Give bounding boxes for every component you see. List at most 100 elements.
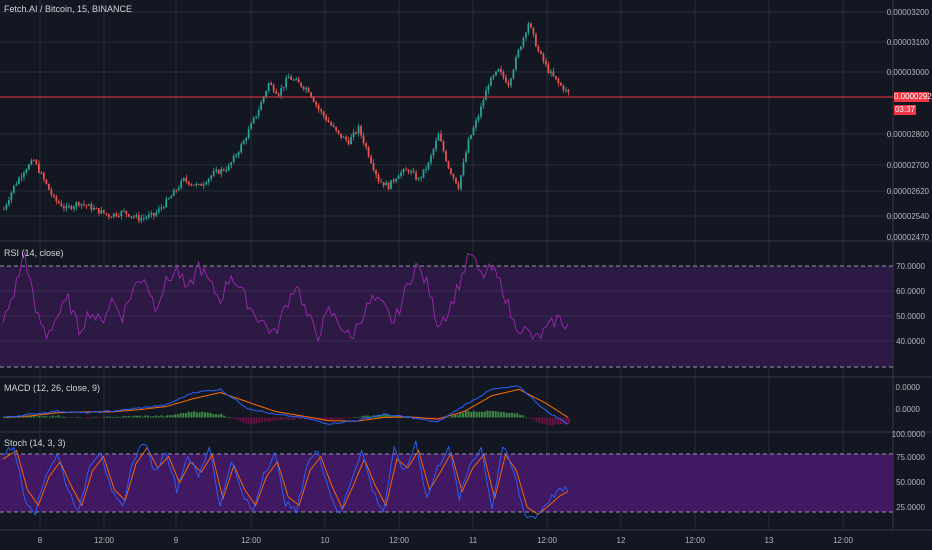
macd-histogram-bar [274,417,277,421]
candle-body [452,173,455,178]
macd-histogram-bar [190,412,193,418]
candle-body [515,57,517,70]
candle-body [125,210,128,214]
candle-body [240,144,243,153]
candle-body [455,177,457,184]
macd-histogram-bar [182,413,185,418]
candle-body [467,139,470,153]
macd-histogram-bar [141,416,144,418]
candle-body [442,141,445,152]
price-axis: 0.00003200 0.00003100 0.00003000 0.00002… [887,8,930,242]
candle-body [115,213,118,216]
macd-histogram-bar [49,416,52,418]
time-tick: 11 [469,536,478,545]
macd-histogram-bar [244,417,247,424]
macd-histogram-bar [557,417,560,425]
time-tick: 12:00 [537,536,558,545]
macd-histogram-bar [165,415,168,418]
macd-histogram-bar [119,416,122,418]
macd-histogram-bar [117,416,120,418]
rsi-axis: 70.0000 60.0000 50.0000 40.0000 [896,262,925,346]
macd-axis: 0.0000 0.0000 [896,383,921,414]
candle-body [562,85,565,91]
macd-histogram-bar [89,417,92,419]
macd-histogram-bar [543,417,546,425]
stoch-tick: 25.0000 [896,503,925,512]
macd-histogram-bar [271,417,274,421]
candle-body [232,155,235,163]
candle-body [287,76,290,79]
last-price-tag: 0.00002920 [894,92,932,102]
macd-histogram-bar [277,417,280,421]
macd-histogram-bar [184,413,187,418]
candle-body [157,208,160,213]
candle-body [110,216,113,218]
candle-body [62,206,65,209]
candle-body [357,126,360,134]
macd-histogram-bar [206,412,209,418]
candle-body [127,213,130,217]
candle-body [340,133,342,138]
candle-body [60,203,63,207]
candle-body [487,85,490,91]
macd-histogram-bar [445,417,448,418]
macd-histogram-bar [453,414,456,418]
candle-body [50,189,53,195]
macd-histogram-bar [459,412,462,418]
macd-histogram-bar [217,414,220,418]
candle-body [377,174,380,182]
candle-body [347,139,350,145]
candle-body [365,143,367,148]
candle-body [37,163,40,173]
macd-histogram-bar [470,411,473,418]
macd-histogram-bar [114,417,117,418]
candle-body [290,76,292,80]
macd-histogram-bar [209,412,212,418]
macd-histogram-bar [483,411,486,418]
macd-histogram-bar [299,417,302,420]
macd-histogram-bar [81,417,84,419]
candle-body [185,178,188,182]
macd-histogram-bar [30,415,33,418]
macd-histogram-bar [106,416,109,418]
candle-body [250,123,253,130]
macd-histogram-bar [535,417,538,422]
macd-histogram-bar [369,416,372,418]
candle-body [167,198,170,200]
macd-histogram-bar [65,417,68,418]
candle-body [212,171,215,176]
candle-body [242,140,245,145]
symbol-title[interactable]: Fetch.AI / Bitcoin, 15, BINANCE [4,4,133,14]
macd-title[interactable]: MACD (12, 26, close, 9) [4,383,101,393]
candle-body [387,182,390,190]
macd-histogram-bar [225,417,228,418]
candle-body [202,184,205,186]
rsi-title[interactable]: RSI (14, close) [4,248,64,258]
time-tick: 12:00 [833,536,854,545]
macd-histogram-bar [361,415,364,418]
macd-histogram-bar [250,417,253,424]
macd-histogram-bar [519,414,522,418]
candle-body [17,177,20,184]
candle-body [410,171,412,173]
candle-body [402,169,405,173]
candle-body [450,168,452,174]
macd-histogram-bar [176,414,179,418]
macd-histogram-bar [540,417,543,424]
rsi-tick: 50.0000 [896,312,925,321]
candle-body [162,207,165,209]
candle-body [112,213,115,217]
candle-body [512,69,515,79]
macd-histogram-bar [168,415,171,418]
candle-body [90,204,93,210]
macd-histogram-bar [407,417,410,419]
macd-histogram-bar [70,416,73,418]
candle-body [567,89,570,93]
macd-histogram-bar [198,412,201,418]
candle-body [302,86,305,90]
macd-histogram-bar [353,417,356,418]
candle-body [97,208,100,214]
stoch-title[interactable]: Stoch (14, 3, 3) [4,438,66,448]
macd-histogram-bar [57,415,60,418]
